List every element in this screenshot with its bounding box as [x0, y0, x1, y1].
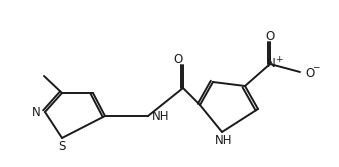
Text: O: O	[173, 52, 183, 65]
Text: NH: NH	[215, 134, 233, 147]
Text: O: O	[305, 66, 314, 79]
Text: N: N	[267, 56, 275, 69]
Text: S: S	[58, 139, 66, 152]
Text: −: −	[312, 62, 319, 71]
Text: NH: NH	[152, 111, 170, 124]
Text: +: +	[275, 54, 282, 63]
Text: O: O	[265, 30, 275, 42]
Text: N: N	[32, 107, 41, 120]
